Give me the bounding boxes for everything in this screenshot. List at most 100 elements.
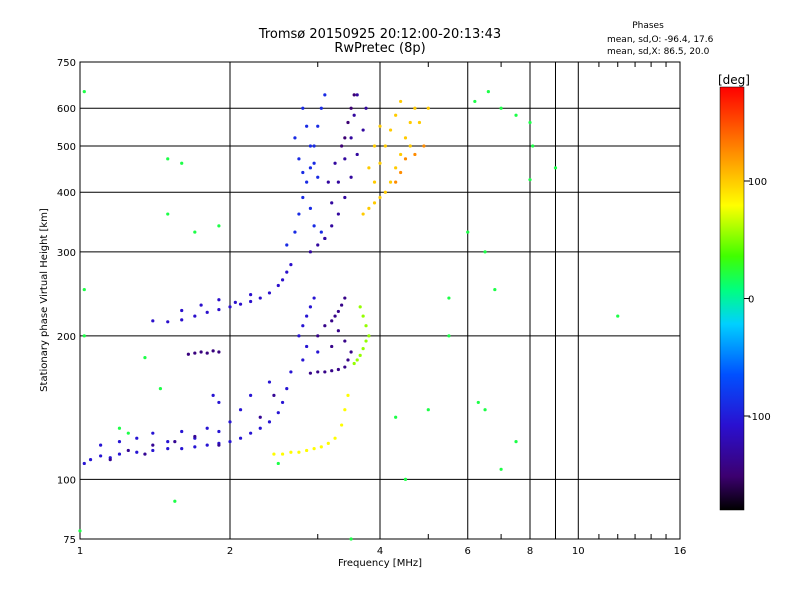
data-point (528, 120, 532, 125)
data-point (180, 447, 184, 451)
data-point (364, 339, 368, 343)
data-point (308, 206, 313, 210)
data-point (312, 296, 316, 300)
data-point (82, 461, 86, 466)
data-point (408, 120, 412, 125)
data-point (301, 170, 305, 175)
data-point (276, 461, 280, 466)
data-point (272, 452, 276, 456)
data-point (333, 436, 337, 440)
data-point (364, 324, 368, 328)
data-point (378, 124, 382, 128)
data-point (289, 450, 293, 454)
data-point (466, 230, 470, 234)
data-point (211, 393, 215, 398)
data-point (343, 157, 347, 161)
data-point (361, 212, 365, 216)
data-point (316, 175, 320, 179)
data-point (308, 250, 313, 254)
data-point (330, 201, 334, 205)
data-point (297, 157, 301, 161)
data-point (343, 195, 347, 200)
data-point (285, 387, 289, 391)
data-point (193, 351, 197, 355)
data-point (82, 334, 86, 338)
data-point (499, 106, 503, 110)
data-point (426, 408, 430, 412)
data-point (276, 411, 280, 415)
data-point (372, 180, 377, 184)
data-point (343, 365, 347, 369)
data-point (82, 287, 86, 292)
data-point (326, 180, 330, 184)
colorbar-tick-label: 0 (748, 295, 754, 306)
data-point (293, 230, 297, 234)
data-point (355, 358, 359, 362)
data-point (258, 296, 262, 300)
data-point (349, 537, 353, 541)
data-point (312, 161, 316, 165)
data-point (308, 305, 313, 309)
data-point (297, 334, 301, 338)
data-point (367, 166, 371, 170)
data-point (211, 349, 215, 353)
data-point (305, 448, 309, 453)
data-point (330, 344, 334, 349)
x-tick-label: 1 (77, 546, 83, 557)
data-point (205, 426, 209, 430)
data-point (378, 161, 382, 165)
y-tick-label: 200 (57, 332, 76, 343)
data-point (205, 310, 209, 314)
data-point (531, 144, 535, 148)
data-point (217, 307, 221, 312)
data-point (166, 447, 170, 451)
data-point (305, 180, 309, 184)
data-point (228, 420, 232, 424)
data-point (297, 212, 301, 216)
data-point (388, 128, 393, 132)
data-point (217, 429, 221, 434)
data-point (426, 106, 430, 110)
data-point (143, 356, 147, 360)
data-point (486, 90, 490, 94)
data-point (238, 302, 243, 306)
data-point (280, 400, 285, 405)
data-point (199, 350, 203, 354)
data-point (422, 144, 426, 148)
data-point (217, 350, 221, 354)
data-point (316, 124, 320, 128)
data-point (399, 152, 403, 157)
data-point (238, 436, 243, 440)
grid-lines (80, 62, 680, 539)
y-tick-label: 600 (57, 104, 76, 115)
data-point (340, 144, 344, 148)
data-point (249, 431, 253, 435)
data-point (289, 263, 293, 267)
data-point (316, 243, 320, 247)
data-point (343, 408, 347, 412)
data-point (349, 175, 353, 179)
data-point (88, 458, 93, 462)
data-point (193, 445, 197, 449)
data-point (205, 351, 209, 355)
data-point (312, 224, 316, 228)
data-point (238, 408, 243, 412)
colorbar-label: [deg] (718, 73, 750, 87)
data-point (99, 454, 103, 458)
data-point (361, 128, 365, 132)
data-point (323, 370, 327, 374)
x-axis-label: Frequency [MHz] (338, 558, 422, 569)
data-point (301, 324, 305, 328)
data-point (493, 287, 497, 292)
data-point (361, 347, 365, 351)
data-point (233, 300, 237, 305)
data-point (514, 440, 518, 444)
data-point (346, 120, 350, 125)
data-point (349, 136, 353, 140)
data-point (343, 296, 347, 300)
data-point (249, 393, 253, 398)
data-point (399, 99, 403, 104)
data-point (499, 467, 503, 471)
data-point (193, 314, 197, 318)
data-point (166, 440, 170, 444)
